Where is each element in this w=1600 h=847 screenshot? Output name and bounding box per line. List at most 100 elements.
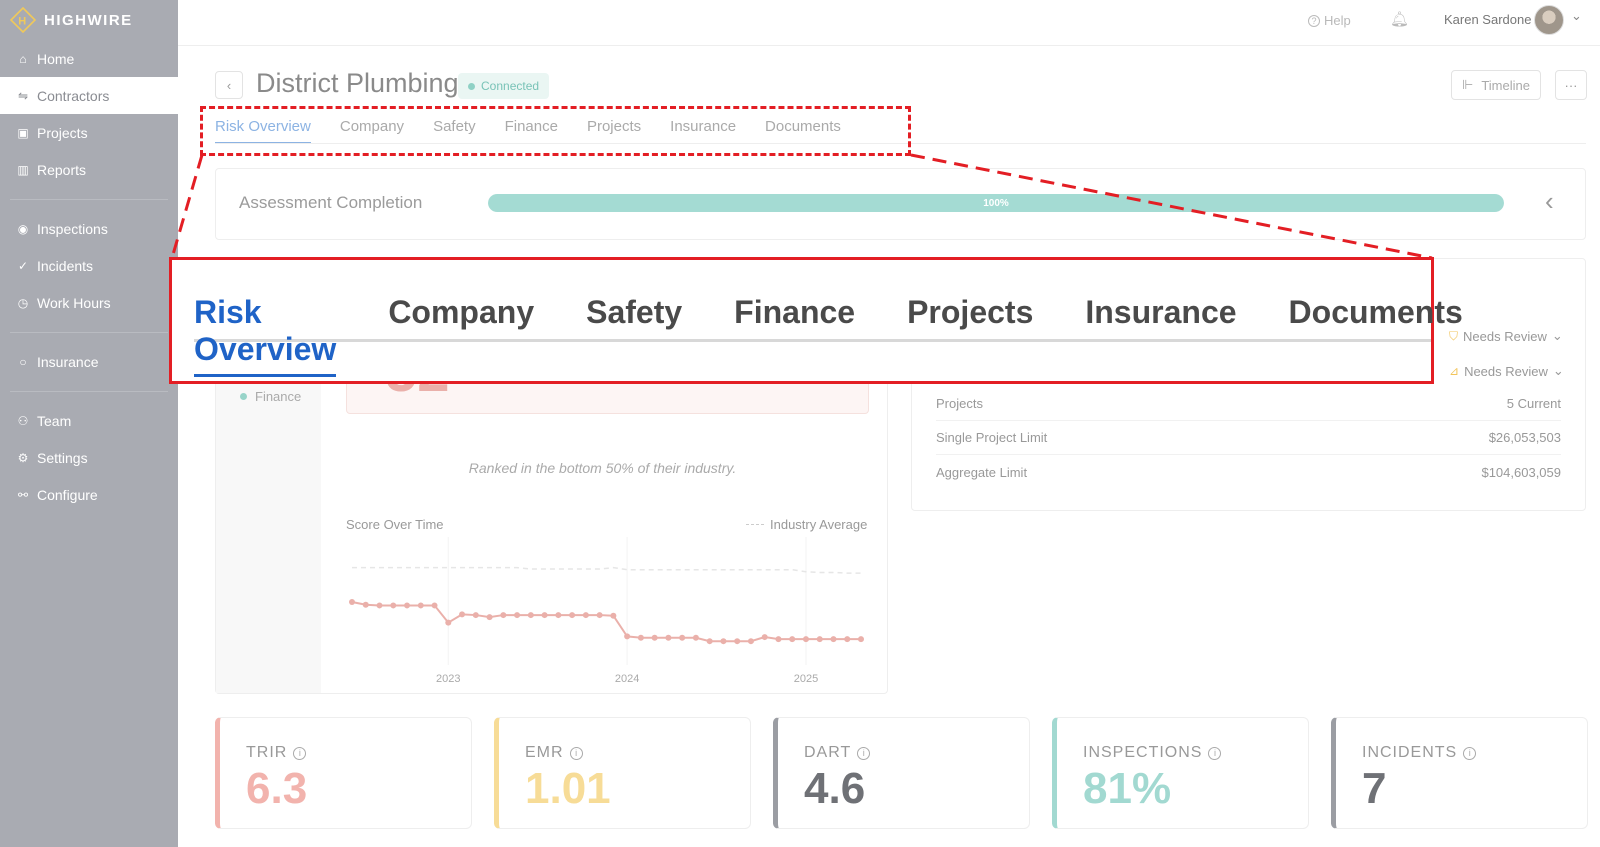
score-point[interactable] [775,636,782,643]
help-link[interactable]: ? Help [1308,13,1351,28]
x-tick-label: 2023 [436,673,460,685]
sidebar-item-team[interactable]: ⚇ Team [0,402,178,439]
score-point[interactable] [349,599,355,605]
review-status-2[interactable]: ⊿ Needs Review ⌄ [1449,363,1564,379]
timeline-button[interactable]: ⊩ Timeline [1451,70,1541,100]
review-label: Needs Review [1464,363,1548,379]
score-point[interactable] [720,638,727,645]
metric-card-trir[interactable]: TRIR i 6.3 [215,717,472,829]
zoomed-tab-documents[interactable]: Documents [1288,294,1463,330]
score-point[interactable] [500,612,507,619]
legend-dot-icon [240,393,247,400]
zoomed-tab-finance[interactable]: Finance [734,294,856,330]
score-point[interactable] [376,602,383,609]
metric-label: INCIDENTS i [1362,744,1477,762]
tab-documents[interactable]: Documents [765,118,841,135]
score-point[interactable] [830,636,837,643]
info-icon[interactable]: i [1208,746,1222,760]
zoomed-tab-risk-overview[interactable]: Risk Overview [194,294,337,377]
x-tick-label: 2025 [794,673,818,685]
score-point[interactable] [459,611,466,618]
sidebar-item-work-hours[interactable]: ◷ Work Hours [0,284,178,321]
score-point[interactable] [624,633,631,640]
metric-card-emr[interactable]: EMR i 1.01 [494,717,751,829]
score-point[interactable] [610,612,617,619]
score-point[interactable] [362,601,369,608]
score-point[interactable] [789,636,796,643]
score-point[interactable] [514,612,521,619]
series-line-industry-average [352,566,861,574]
sidebar-item-label: Team [37,412,72,429]
metric-card-dart[interactable]: DART i 4.6 [773,717,1030,829]
review-status-1[interactable]: ⛉ Needs Review ⌄ [1449,328,1563,344]
score-point[interactable] [858,636,864,643]
tab-insurance[interactable]: Insurance [670,118,737,135]
highwire-logo-icon: H [9,6,37,34]
sidebar-item-configure[interactable]: ⚯ Configure [0,476,178,513]
sidebar-item-incidents[interactable]: ✓ Incidents [0,247,178,284]
score-point[interactable] [692,634,699,641]
score-point[interactable] [555,612,562,619]
sidebar-item-reports[interactable]: ▥ Reports [0,151,178,188]
sidebar-item-label: Insurance [37,353,99,370]
score-point[interactable] [596,612,603,619]
score-point[interactable] [582,612,589,619]
metric-value: 7 [1362,764,1387,813]
bell-icon[interactable]: 🔔︎ [1390,11,1410,28]
score-point[interactable] [486,614,493,621]
score-point[interactable] [651,634,658,641]
tab-projects[interactable]: Projects [586,118,642,135]
team-icon: ⚇ [17,413,29,428]
metric-card-inspections[interactable]: INSPECTIONS i 81% [1052,717,1309,829]
sidebar-item-home[interactable]: ⌂ Home [0,40,178,77]
score-point[interactable] [816,636,823,643]
score-point[interactable] [472,612,479,619]
sidebar-item-insurance[interactable]: ○ Insurance [0,343,178,380]
user-name[interactable]: Karen Sardone [1444,12,1532,27]
chevron-down-icon[interactable]: ⌄ [1571,8,1582,23]
zoomed-tab-company[interactable]: Company [388,294,535,330]
sidebar-item-contractors[interactable]: ⇋ Contractors [0,77,178,114]
score-over-time-chart: 2023 2024 2025 [349,537,864,685]
score-point[interactable] [844,636,851,643]
score-point[interactable] [390,602,397,609]
score-point[interactable] [679,634,686,641]
sidebar-item-settings[interactable]: ⚙ Settings [0,439,178,476]
info-icon[interactable]: i [569,746,583,760]
sidebar-item-inspections[interactable]: ◉ Inspections [0,210,178,247]
score-point[interactable] [665,634,672,641]
score-point[interactable] [569,612,576,619]
score-point[interactable] [417,602,424,609]
score-point[interactable] [404,602,411,609]
score-point[interactable] [706,638,713,645]
score-point[interactable] [527,612,534,619]
score-point[interactable] [541,612,548,619]
more-button[interactable]: ··· [1555,70,1587,100]
legend-item-finance[interactable]: Finance [240,389,301,404]
tab-safety[interactable]: Safety [433,118,476,135]
tab-finance[interactable]: Finance [504,118,558,135]
annotation-dashed-highlight [200,106,911,156]
info-icon[interactable]: i [293,746,307,760]
sidebar-item-projects[interactable]: ▣ Projects [0,114,178,151]
info-icon[interactable]: i [857,746,871,760]
score-point[interactable] [734,638,741,645]
score-point[interactable] [445,619,452,626]
brand[interactable]: H HIGHWIRE [0,0,178,40]
collapse-chevron-icon[interactable]: ‹ [1545,186,1554,216]
avatar[interactable] [1534,5,1564,35]
score-point[interactable] [747,638,754,645]
zoomed-tab-projects[interactable]: Projects [907,294,1034,330]
tab-company[interactable]: Company [339,118,405,135]
back-button[interactable]: ‹ [215,71,243,99]
zoomed-tab-safety[interactable]: Safety [586,294,683,330]
metric-value: 1.01 [525,764,611,813]
score-point[interactable] [802,636,809,643]
insurance-row-label: Aggregate Limit [936,464,1028,480]
metric-card-incidents[interactable]: INCIDENTS i 7 [1331,717,1588,829]
info-icon[interactable]: i [1463,746,1477,760]
score-point[interactable] [761,634,768,641]
zoomed-tab-insurance[interactable]: Insurance [1085,294,1237,330]
score-point[interactable] [431,602,438,609]
score-point[interactable] [637,634,644,641]
